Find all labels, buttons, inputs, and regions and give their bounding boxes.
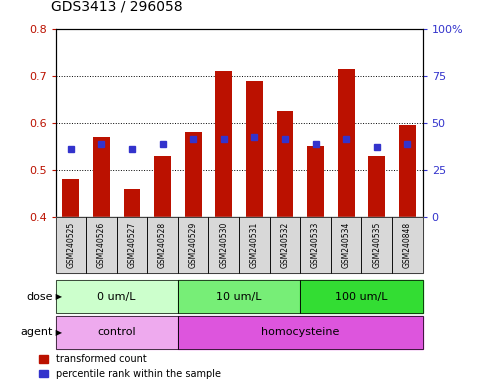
Bar [215, 71, 232, 217]
Bar [277, 111, 293, 217]
Text: GSM240848: GSM240848 [403, 222, 412, 268]
Text: GSM240532: GSM240532 [281, 222, 289, 268]
Text: 100 um/L: 100 um/L [335, 291, 388, 302]
Bar [154, 156, 171, 217]
Text: GSM240535: GSM240535 [372, 222, 381, 268]
Bar [124, 189, 141, 217]
Text: GSM240527: GSM240527 [128, 222, 137, 268]
Bar [185, 132, 201, 217]
Text: GSM240533: GSM240533 [311, 222, 320, 268]
Text: GSM240534: GSM240534 [341, 222, 351, 268]
Text: ▶: ▶ [53, 328, 62, 337]
Bar [246, 81, 263, 217]
Bar [93, 137, 110, 217]
Bar [62, 179, 79, 217]
Bar [399, 125, 416, 217]
Text: homocysteine: homocysteine [261, 327, 340, 338]
Legend: transformed count, percentile rank within the sample: transformed count, percentile rank withi… [39, 354, 221, 379]
Text: GSM240531: GSM240531 [250, 222, 259, 268]
Text: GSM240530: GSM240530 [219, 222, 228, 268]
Text: GDS3413 / 296058: GDS3413 / 296058 [51, 0, 183, 13]
Text: dose: dose [27, 291, 53, 302]
Text: agent: agent [21, 327, 53, 338]
Text: ▶: ▶ [53, 292, 62, 301]
Bar [307, 146, 324, 217]
Text: control: control [98, 327, 136, 338]
Text: GSM240529: GSM240529 [189, 222, 198, 268]
Text: GSM240525: GSM240525 [66, 222, 75, 268]
Bar [369, 156, 385, 217]
Text: GSM240528: GSM240528 [158, 222, 167, 268]
Text: 0 um/L: 0 um/L [98, 291, 136, 302]
Text: GSM240526: GSM240526 [97, 222, 106, 268]
Text: 10 um/L: 10 um/L [216, 291, 262, 302]
Bar [338, 69, 355, 217]
